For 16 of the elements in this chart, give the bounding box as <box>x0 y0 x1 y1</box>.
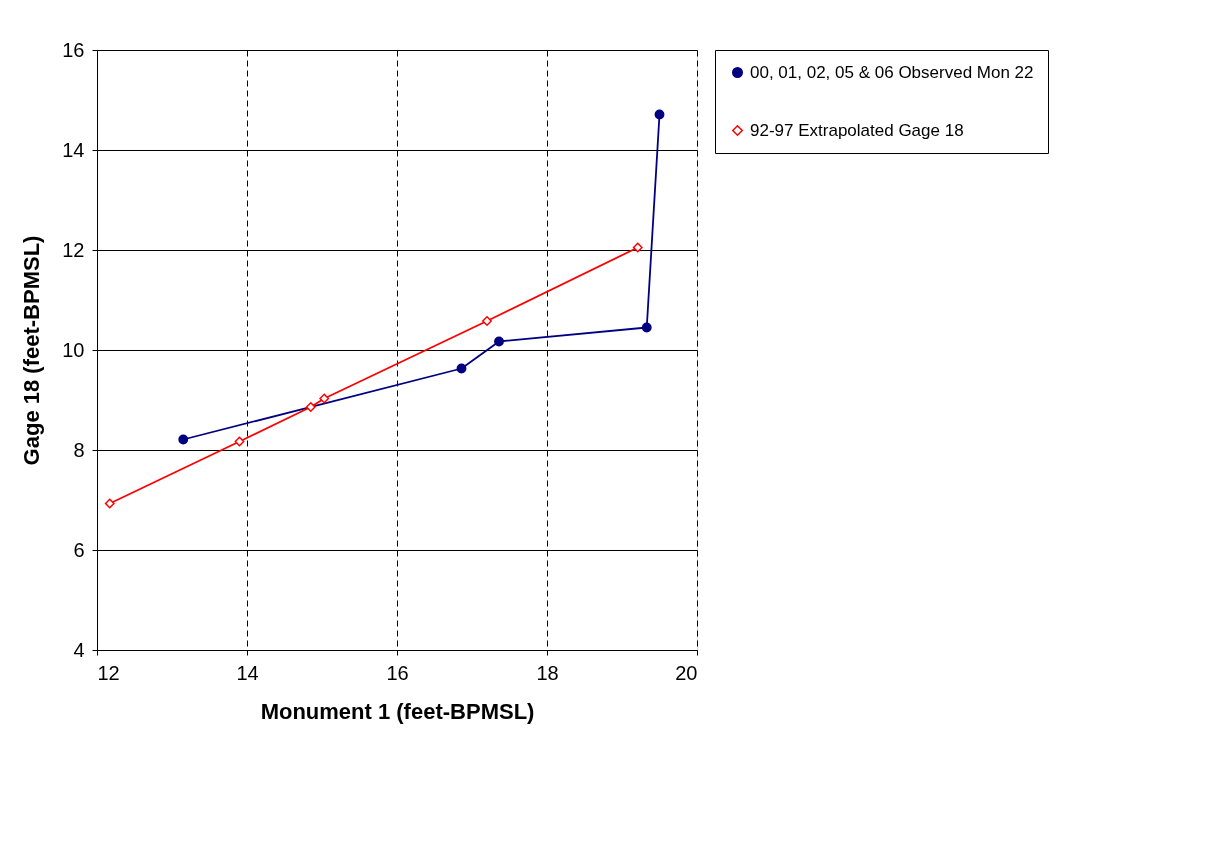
y-tick-label: 4 <box>73 638 85 661</box>
x-tick-label: 14 <box>236 661 259 684</box>
y-axis-title: Gage 18 (feet-BPMSL) <box>19 235 45 466</box>
y-tick-label: 6 <box>73 538 85 561</box>
x-tick-label: 20 <box>675 661 698 684</box>
legend-label: 00, 01, 02, 05 & 06 Observed Mon 22 <box>750 62 1034 82</box>
y-tick-label: 10 <box>62 338 85 361</box>
x-tick-label: 18 <box>536 661 559 684</box>
x-tick-label: 16 <box>386 661 409 684</box>
y-tick-label: 16 <box>62 38 85 61</box>
y-tick-label: 8 <box>73 438 85 461</box>
x-axis-title: Monument 1 (feet-BPMSL) <box>260 698 535 724</box>
legend-label: 92-97 Extrapolated Gage 18 <box>750 120 964 140</box>
x-tick-label: 12 <box>97 661 120 684</box>
y-tick-label: 12 <box>62 238 85 261</box>
y-tick-label: 14 <box>62 138 85 161</box>
